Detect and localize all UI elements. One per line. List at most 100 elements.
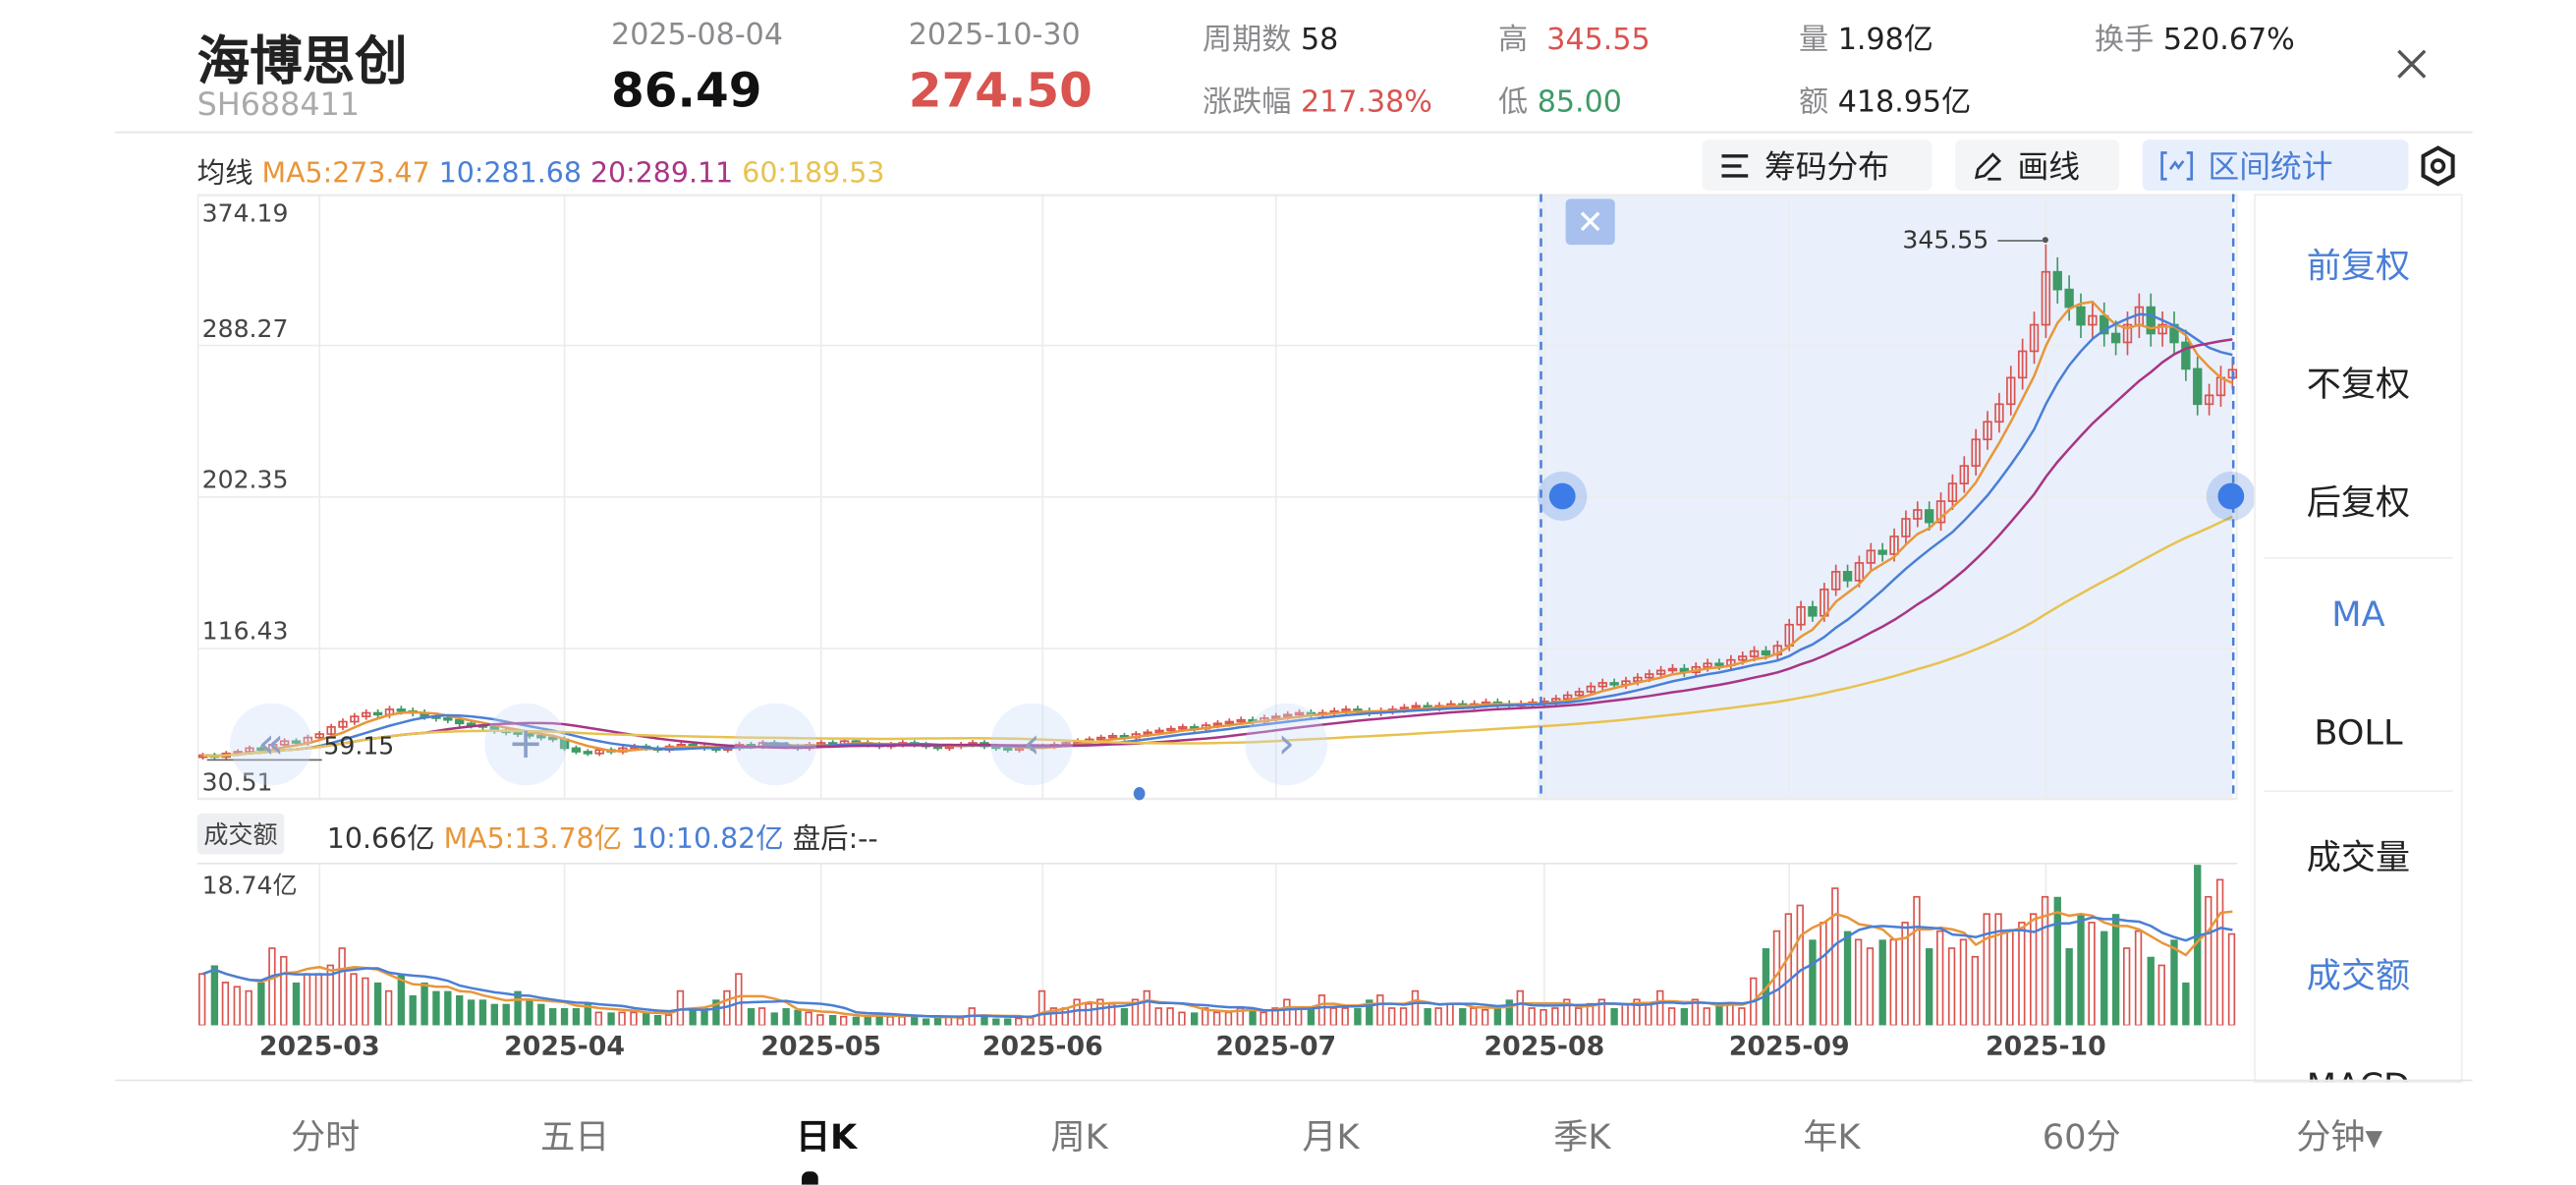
candle-up [1796, 605, 1806, 626]
close-button[interactable] [2390, 42, 2433, 85]
amount-bar-down [432, 990, 440, 1026]
amount-bar-down [607, 1012, 615, 1026]
amount-bar-up [2122, 947, 2131, 1026]
candle-up [1667, 667, 1678, 672]
high-label: 高 [1498, 23, 1529, 58]
amount-bar-up [1446, 1002, 1454, 1026]
amount-bar-down [2053, 896, 2061, 1026]
amount-bar-up [1597, 998, 1606, 1026]
date-label: 2025-05 [760, 1030, 882, 1062]
tab-8[interactable]: 分钟▾ [2296, 1117, 2383, 1157]
ma20-value: 20:289.11 [589, 157, 734, 191]
amount-bar-down [502, 1003, 510, 1026]
low-value: 85.00 [1537, 85, 1622, 121]
candle-down [2076, 306, 2086, 326]
amount-bar-down [1505, 999, 1513, 1026]
candle-down [2181, 341, 2191, 370]
settings-icon [2421, 145, 2455, 187]
end-date: 2025-10-30 [908, 18, 1081, 53]
minus-icon: − [757, 719, 794, 769]
amount-stat: 额 418.95亿 [1799, 79, 1971, 121]
candle-up [2029, 323, 2040, 353]
amount-bar-down [560, 1008, 569, 1026]
amount-bar-up [1015, 1017, 1023, 1026]
volume-type-tag[interactable]: 成交额 [196, 813, 285, 855]
amount-bar-up [1528, 1007, 1536, 1026]
date-label: 2025-10 [1985, 1030, 2106, 1062]
tab-4[interactable]: 月K [1302, 1117, 1360, 1157]
amount-bar-down [875, 1012, 883, 1026]
adjust-backward[interactable]: 后复权 [2306, 482, 2411, 523]
candle-up [350, 715, 360, 723]
candle-up [1947, 482, 1958, 502]
amount-bar-up [303, 973, 311, 1026]
amount-bar-up [1901, 922, 1909, 1026]
amount-ma10: 10:10.82亿 [631, 822, 784, 857]
ma60-value: 60:189.53 [742, 157, 885, 191]
indicator-ma[interactable]: MA [2331, 594, 2385, 635]
chip-distribution-button[interactable]: 筹码分布 [1702, 140, 1932, 191]
scroll-right-button[interactable]: › [1245, 703, 1328, 786]
candle-up [1959, 465, 1969, 484]
tab-6[interactable]: 年K [1803, 1117, 1861, 1157]
amount-bar-up [898, 1015, 906, 1026]
ma5-line [202, 300, 2233, 758]
indicator-macd[interactable]: MACD [2256, 1066, 2461, 1081]
range-stats-button[interactable]: 区间统计 [2142, 140, 2409, 191]
candle-down [396, 708, 407, 712]
volume-value: 1.98亿 [1837, 23, 1933, 58]
candle-down [2052, 270, 2062, 291]
amount-chart[interactable] [196, 862, 2238, 1026]
zoom-out-button[interactable]: − [734, 703, 817, 786]
periods-stat: 周期数 58 [1203, 17, 1338, 59]
tab-1[interactable]: 五日 [540, 1117, 610, 1157]
amount-bar-down [2111, 914, 2120, 1026]
amount-bar-down [490, 1003, 499, 1026]
adjust-forward[interactable]: 前复权 [2306, 246, 2411, 286]
amount-bar-down [1878, 939, 1886, 1026]
candle-down [571, 747, 582, 753]
selection-end-handle[interactable] [2206, 471, 2256, 522]
tab-3[interactable]: 周K [1050, 1117, 1108, 1157]
amount-bar-up [245, 989, 252, 1026]
indicator-volume[interactable]: 成交量 [2306, 837, 2411, 877]
date-label: 2025-09 [1728, 1030, 1850, 1062]
candle-up [2088, 314, 2098, 326]
amount-bar-up [1983, 913, 1990, 1026]
amount-bar-up [2157, 964, 2165, 1026]
amount-bar-up [1971, 955, 1979, 1026]
candle-up [1889, 536, 1899, 555]
amount-bar-down [1191, 1012, 1199, 1026]
amount-bar-up [1574, 1007, 1583, 1026]
tab-5[interactable]: 季K [1553, 1117, 1611, 1157]
amount-bar-up [735, 973, 743, 1026]
amount-bar-down [2194, 865, 2202, 1026]
candle-up [2006, 376, 2016, 406]
amount-bar-up [886, 1015, 894, 1026]
amount-bar-up [1866, 947, 1875, 1026]
indicator-boll[interactable]: BOLL [2314, 712, 2403, 753]
tab-2[interactable]: 日K [795, 1117, 858, 1157]
clear-selection-button[interactable]: ✕ [1565, 198, 1615, 246]
candle-up [1645, 673, 1654, 679]
scroll-to-start-button[interactable]: « [230, 703, 312, 786]
amount-bar-up [233, 986, 241, 1026]
amount-bar-up [1085, 1002, 1092, 1026]
tab-7[interactable]: 60分 [2042, 1117, 2121, 1157]
settings-button[interactable] [2418, 144, 2457, 194]
candle-up [1703, 662, 1712, 668]
indicator-amount[interactable]: 成交额 [2306, 956, 2411, 996]
candle-down [548, 736, 558, 741]
adjust-none[interactable]: 不复权 [2306, 365, 2411, 405]
candle-up [314, 733, 324, 739]
candle-down [256, 747, 266, 752]
amount-bar-up [1784, 913, 1793, 1026]
tab-0[interactable]: 分时 [290, 1117, 361, 1157]
zoom-in-button[interactable]: + [484, 703, 567, 786]
amount-bar-up [1726, 1002, 1734, 1026]
scroll-left-button[interactable]: ‹ [990, 703, 1073, 786]
selection-start-handle[interactable] [1538, 471, 1588, 522]
amount-bar-up [1154, 1007, 1162, 1026]
right-panel: 前复权 不复权 后复权 MA BOLL 成交量 成交额 MACD [2254, 194, 2463, 1083]
draw-line-button[interactable]: 画线 [1954, 140, 2120, 191]
